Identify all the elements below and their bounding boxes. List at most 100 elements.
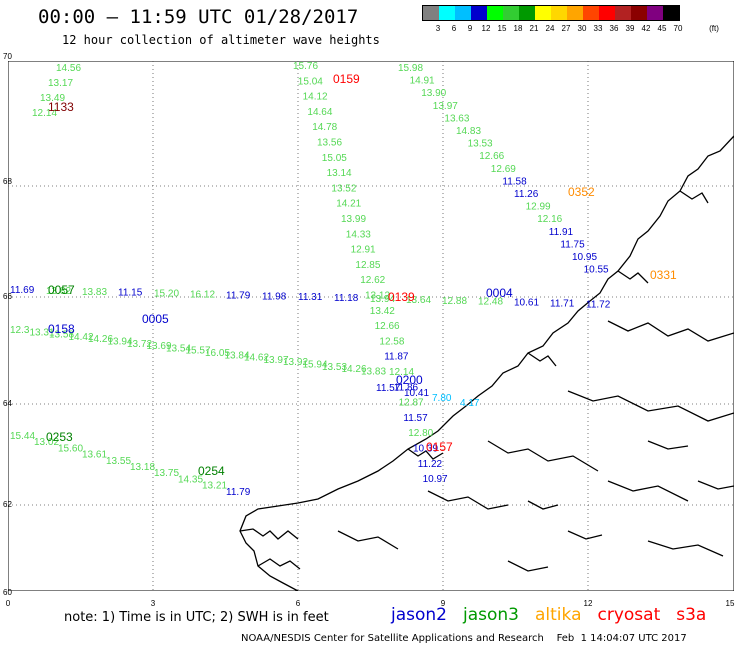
wave-height-value: 12.85 [355,260,380,271]
wave-height-value: 12.14 [389,367,414,378]
wave-height-value: 14.83 [456,126,481,137]
wave-height-value: 13.55 [106,456,131,467]
color-scale-labels: 3 6 9 12 15 18 21 24 27 30 33 36 39 42 45 70 (ft) [422,21,719,33]
wave-height-value: 11.26 [514,189,539,200]
y-tick-66: 66 [3,292,12,301]
coastline-segment [337,530,399,550]
wave-height-value: 13.94 [370,294,395,305]
map-grid [8,61,734,591]
scale-swatch [551,6,567,20]
wave-height-value: 11.57 [403,413,428,424]
coastline-segment [257,558,301,570]
wave-height-value: 12.87 [399,398,424,409]
wave-height-value: 13.18 [130,462,155,473]
wave-height-labels: 14.5613.1713.4912.14113315.7615.0414.121… [10,61,677,498]
wave-height-value: 13.21 [202,481,227,492]
track-time-label: 0139 [388,290,415,304]
scale-tick-label: 6 [451,24,457,33]
wave-height-value: 14.35 [178,474,203,485]
scale-swatch [439,6,455,20]
wave-height-value: 12.48 [478,297,503,308]
credit-line: NOAA/NESDIS Center for Satellite Applica… [241,633,687,644]
wave-height-value: 14.62 [244,353,269,364]
wave-height-value: 13.54 [166,343,191,354]
scale-tick-label: 30 [577,24,587,33]
wave-height-value: 10.97 [423,474,448,485]
wave-height-value: 15.20 [154,289,179,300]
y-tick-70: 70 [3,52,12,61]
wave-height-value: 15.05 [322,153,347,164]
wave-height-value: 12.66 [479,151,504,162]
y-tick-60: 60 [3,588,12,597]
scale-swatch [615,6,631,20]
wave-height-value: 13.75 [154,468,179,479]
wave-height-value: 10.61 [514,298,539,309]
wave-height-value: 13.64 [406,295,431,306]
scale-swatch [423,6,439,20]
satellite-legend: jason2 jason3 altika cryosat s3a [391,605,722,625]
scale-unit-label: (ft) [709,24,719,33]
color-scale-swatches [422,5,680,21]
scale-swatch [567,6,583,20]
wave-height-value: 12.66 [375,321,400,332]
track-time-label: 0005 [142,312,169,326]
x-tick-3: 3 [150,599,156,608]
map-subtitle: 12 hour collection of altimeter wave hei… [62,33,380,47]
satellite-altika: altika [535,605,582,625]
wave-height-value: 13.53 [468,139,493,150]
wave-height-value: 13.63 [444,113,469,124]
wave-height-value: 14.33 [346,229,371,240]
x-tick-9: 9 [440,599,446,608]
wave-height-value: 14.64 [307,107,332,118]
wave-height-value: 10.95 [572,252,597,263]
scale-tick-label: 18 [513,24,523,33]
coastline-segment [407,448,444,460]
scale-tick-label: 42 [641,24,651,33]
coastline-segment [607,320,734,342]
wave-height-value: 13.61 [82,450,107,461]
wave-height-value: 10.41 [404,388,429,399]
wave-height-value: 10.55 [584,265,609,276]
wave-height-value: 11.22 [418,459,443,470]
wave-height-value: 13.49 [40,93,65,104]
scale-swatch [519,6,535,20]
track-time-label: 0004 [486,286,513,300]
wave-height-map: 14.5613.1713.4912.14113315.7615.0414.121… [8,61,734,591]
wave-height-value: 13.83 [361,366,386,377]
wave-height-value: 14.26 [342,364,367,375]
coastline-segment [239,135,734,591]
wave-height-value: 11.57 [376,383,401,394]
wave-height-value: 13.92 [283,357,308,368]
wave-height-value: 12.80 [408,428,433,439]
coastline-segment [679,190,709,204]
wave-height-value: 13.17 [48,78,73,89]
wave-height-value: 15.98 [398,63,423,74]
wave-height-value: 14.78 [312,122,337,133]
wave-height-value: 14.56 [56,63,81,74]
x-tick-12: 12 [583,599,593,608]
coastline-segment [527,500,559,510]
wave-height-value: 11.69 [10,285,35,296]
wave-height-value: 11.87 [384,352,409,363]
coastline-segment [427,490,509,510]
wave-height-value: 12.99 [526,202,551,213]
wave-height-value: 13.58 [49,330,74,341]
wave-height-value: 13.14 [327,168,352,179]
scale-tick-label: 70 [673,24,683,33]
wave-height-value: 11.18 [334,293,359,304]
wave-height-value: 13.97 [433,101,458,112]
wave-height-value: 12.88 [442,296,467,307]
coastline-segment [507,560,549,572]
scale-swatch [487,6,503,20]
wave-height-value: 13.56 [317,138,342,149]
coastline-segment [567,530,603,540]
wave-height-value: 11.79 [226,487,251,498]
track-time-label: 0159 [333,72,360,86]
coastline-segment [697,480,734,490]
wave-height-value: 13.53 [322,362,347,373]
y-tick-64: 64 [3,399,12,408]
satellite-cryosat: cryosat [597,605,661,625]
scale-swatch [631,6,647,20]
wave-height-value: 15.94 [303,360,328,371]
y-tick-68: 68 [3,177,12,186]
